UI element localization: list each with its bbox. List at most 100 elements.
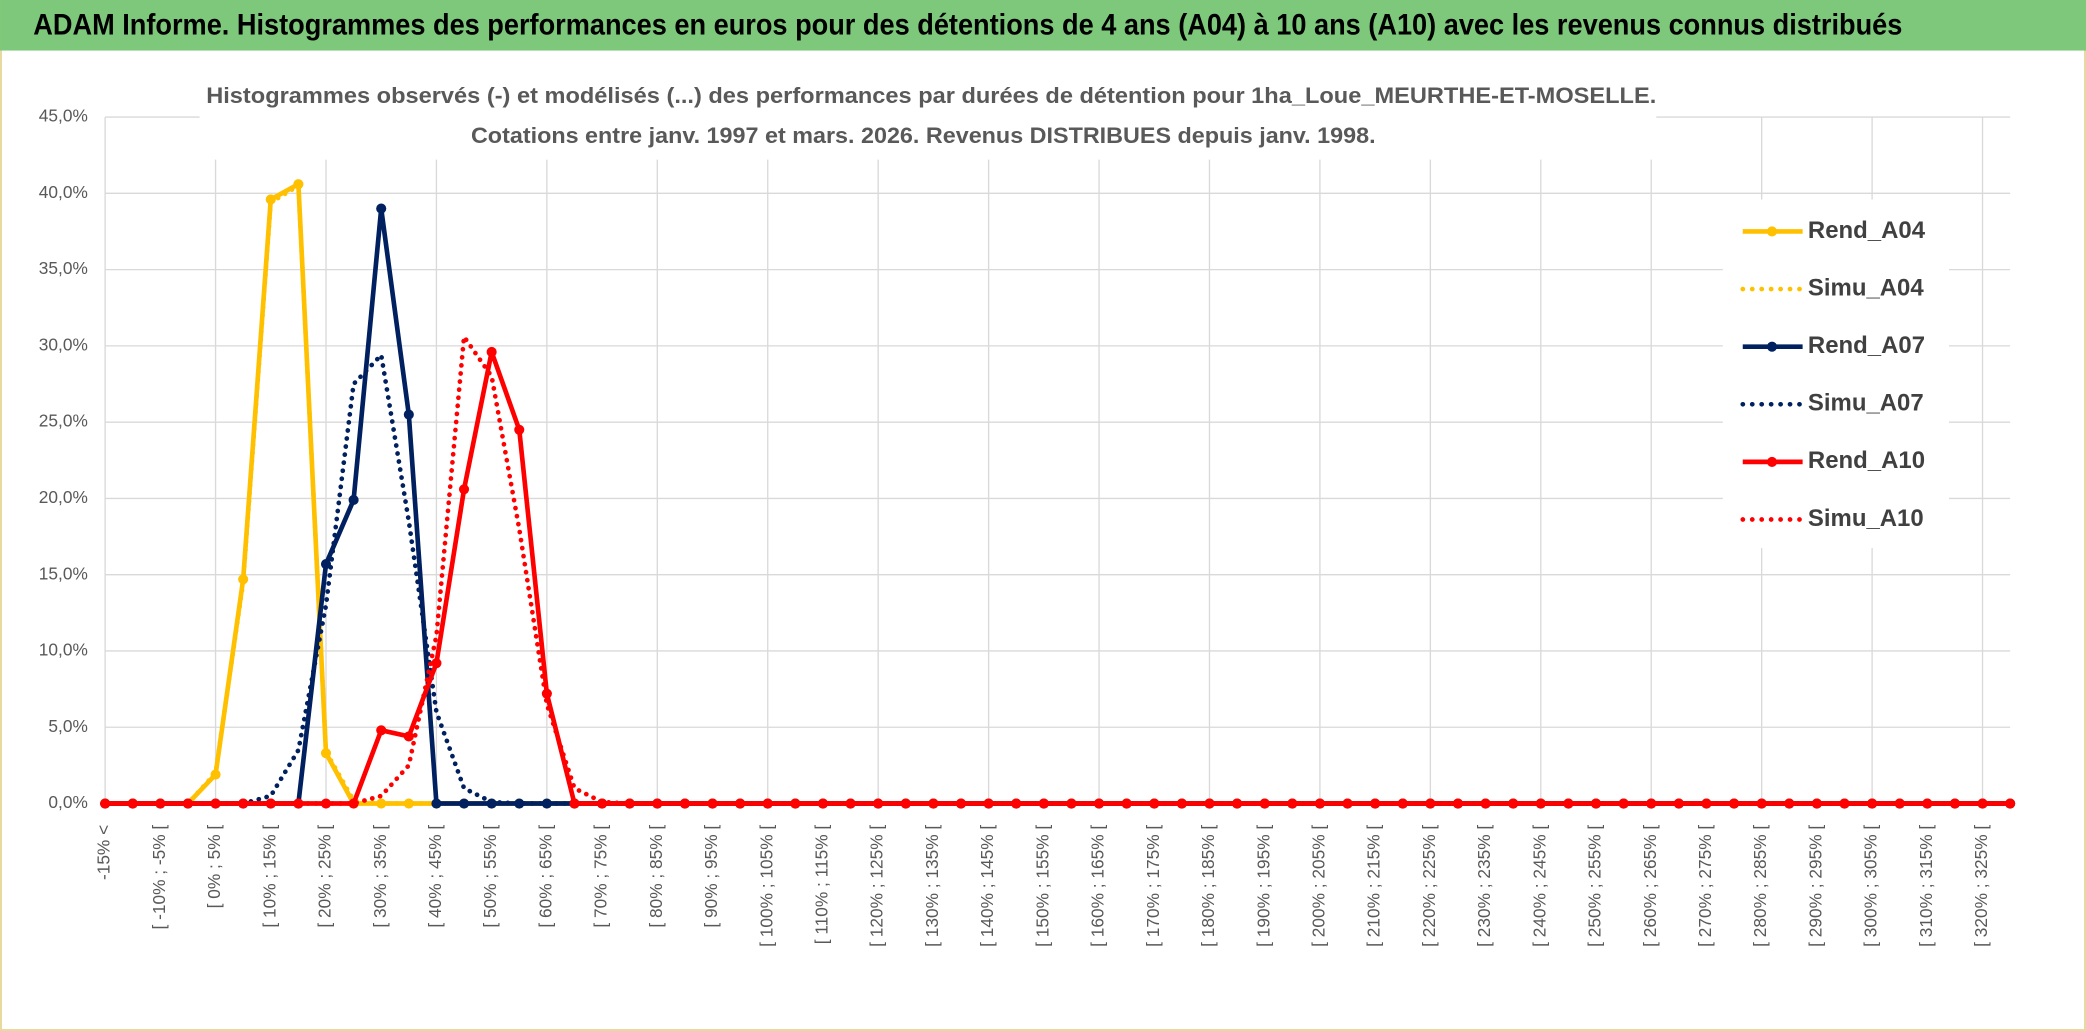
x-tick-label: [ 210% ; 215% [ xyxy=(1364,825,1384,947)
x-tick-label: [ 240% ; 245% [ xyxy=(1529,825,1549,947)
title-background xyxy=(199,77,1657,160)
data-point xyxy=(955,798,967,809)
x-tick-label: [ 220% ; 225% [ xyxy=(1419,825,1439,947)
data-point xyxy=(1590,798,1602,809)
data-point xyxy=(569,798,580,809)
data-point xyxy=(348,494,359,506)
x-tick-label: [ 50% ; 55% [ xyxy=(480,825,500,928)
y-tick-label: 25,0% xyxy=(39,411,88,431)
data-point xyxy=(127,798,138,809)
y-tick-label: 35,0% xyxy=(39,258,88,278)
x-tick-label: [ 270% ; 275% [ xyxy=(1695,825,1715,947)
y-tick-label: 45,0% xyxy=(39,106,88,126)
legend-marker xyxy=(1766,456,1778,467)
data-point xyxy=(1314,798,1325,809)
x-tick-label: [ 90% ; 95% [ xyxy=(701,825,721,928)
legend-label: Rend_A04 xyxy=(1808,217,1926,244)
data-point xyxy=(431,658,442,669)
x-tick-label: -15% < xyxy=(94,825,114,880)
data-point xyxy=(1370,798,1381,809)
data-point xyxy=(1784,798,1795,809)
y-tick-label: 0,0% xyxy=(48,792,87,812)
data-point xyxy=(900,798,911,809)
data-point xyxy=(265,798,276,809)
data-point xyxy=(210,798,221,809)
y-tick-label: 10,0% xyxy=(39,640,88,660)
x-tick-label: [ 140% ; 145% [ xyxy=(977,825,997,947)
x-tick-label: [ 100% ; 105% [ xyxy=(756,825,776,947)
x-tick-label: [ 60% ; 65% [ xyxy=(535,825,555,928)
y-tick-label: 5,0% xyxy=(48,716,87,736)
series-line xyxy=(105,349,2011,806)
x-tick-label: [ 250% ; 255% [ xyxy=(1585,825,1605,947)
data-point xyxy=(762,798,773,809)
x-tick-label: [ 70% ; 75% [ xyxy=(591,825,611,928)
data-point xyxy=(403,409,414,420)
legend-label: Simu_A10 xyxy=(1808,505,1924,532)
x-tick-label: [ 260% ; 265% [ xyxy=(1640,825,1660,947)
grid xyxy=(104,116,2011,805)
legend-label: Simu_A04 xyxy=(1808,274,1924,301)
data-point xyxy=(238,574,249,585)
legend-label: Rend_A10 xyxy=(1808,447,1925,474)
data-point xyxy=(624,798,635,809)
series-line xyxy=(102,183,2013,806)
chart-title: Histogrammes observés (-) et modélisés (… xyxy=(206,83,1656,108)
legend-label: Simu_A07 xyxy=(1808,390,1924,417)
x-tick-label: [ 80% ; 85% [ xyxy=(646,825,666,928)
x-tick-label: [ 40% ; 45% [ xyxy=(425,825,445,928)
x-tick-label: [ 120% ; 125% [ xyxy=(867,825,887,947)
header-bar xyxy=(0,0,2086,51)
header-title: ADAM Informe. Histogrammes des performan… xyxy=(33,9,1902,41)
data-point xyxy=(1232,798,1243,809)
x-tick-label: [ 130% ; 135% [ xyxy=(922,825,942,947)
legend-label: Rend_A07 xyxy=(1808,332,1925,359)
x-tick-label: [ 110% ; 115% [ xyxy=(812,825,832,945)
data-point xyxy=(1508,798,1519,809)
data-point xyxy=(403,731,414,742)
legend-background xyxy=(1722,199,1949,549)
legend-marker xyxy=(1766,226,1778,237)
data-point xyxy=(817,798,829,809)
x-tick-label: [ 10% ; 15% [ xyxy=(259,825,279,928)
data-point xyxy=(403,798,414,809)
data-point xyxy=(514,424,525,435)
x-tick-label: [ 200% ; 205% [ xyxy=(1308,825,1328,947)
data-point xyxy=(2005,798,2016,809)
x-tick-label: [ 20% ; 25% [ xyxy=(315,825,335,928)
x-tick-label: [ 170% ; 175% [ xyxy=(1143,825,1163,947)
data-point xyxy=(1728,798,1740,809)
data-point xyxy=(1176,798,1187,809)
x-tick-label: [ 290% ; 295% [ xyxy=(1805,825,1825,947)
y-tick-label: 40,0% xyxy=(39,182,88,202)
x-tick-label: [ 190% ; 195% [ xyxy=(1253,825,1273,947)
data-point xyxy=(376,725,387,736)
data-point xyxy=(1646,798,1657,809)
data-point xyxy=(514,798,525,809)
y-tick-label: 20,0% xyxy=(39,487,88,507)
data-point xyxy=(1038,798,1049,809)
x-tick-label: [ 320% ; 325% [ xyxy=(1971,825,1991,947)
x-tick-label: [ 150% ; 155% [ xyxy=(1032,825,1052,947)
legend-marker xyxy=(1766,341,1778,352)
y-tick-label: 30,0% xyxy=(39,334,88,354)
x-tick-label: [ 160% ; 165% [ xyxy=(1088,825,1108,947)
data-point xyxy=(431,798,442,809)
data-point xyxy=(458,484,470,495)
x-tick-label: [ -10% ; -5% [ xyxy=(149,825,169,930)
data-point xyxy=(1922,798,1933,809)
x-tick-label: [ 280% ; 285% [ xyxy=(1750,825,1770,947)
x-tick-label: [ 230% ; 235% [ xyxy=(1474,825,1494,947)
data-point xyxy=(1093,798,1105,809)
plot: Rend_A04 Simu_A04 Rend_A07 Simu_A07 Rend_A10… xyxy=(100,179,2016,809)
data-point xyxy=(1867,798,1878,809)
x-tick-label: [ 180% ; 185% [ xyxy=(1198,825,1218,947)
data-point xyxy=(679,798,690,809)
y-tick-label: 15,0% xyxy=(39,563,88,583)
data-point xyxy=(458,798,470,809)
x-tick-label: [ 30% ; 35% [ xyxy=(370,825,390,928)
x-tick-label: [ 0% ; 5% [ xyxy=(204,825,224,909)
data-point xyxy=(1452,798,1464,809)
x-tick-label: [ 310% ; 315% [ xyxy=(1916,825,1936,947)
